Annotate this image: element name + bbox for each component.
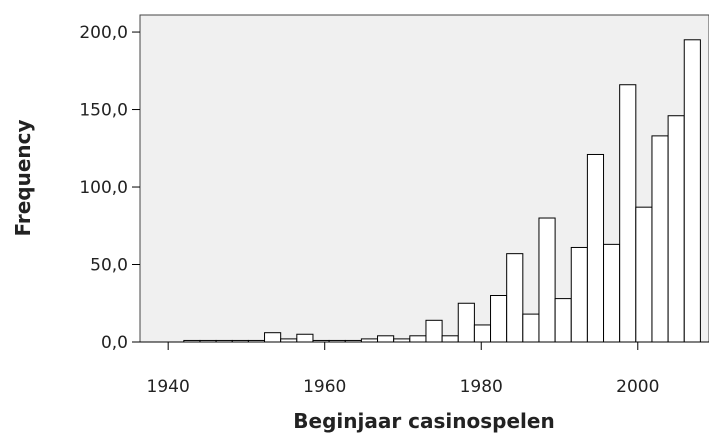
bar xyxy=(264,332,282,343)
x-axis-label: Beginjaar casinospelen xyxy=(293,409,554,433)
bar xyxy=(570,246,588,343)
bar xyxy=(619,84,637,343)
y-tick-label: 50,0 xyxy=(90,256,128,276)
bar xyxy=(667,115,685,343)
bar xyxy=(522,313,540,343)
bar xyxy=(490,295,508,343)
bar xyxy=(635,206,653,343)
bar xyxy=(538,217,556,343)
y-axis-label: Frequency xyxy=(11,119,35,236)
y-tick-label: 0,0 xyxy=(101,333,128,353)
y-tick-label: 200,0 xyxy=(79,23,128,43)
y-tick-label: 150,0 xyxy=(79,101,128,121)
x-tick-label: 1980 xyxy=(460,377,503,397)
bar xyxy=(554,298,572,343)
bar xyxy=(651,135,669,343)
bar xyxy=(683,39,701,343)
bar xyxy=(473,324,492,343)
bar xyxy=(586,153,605,343)
bar xyxy=(296,333,314,343)
bar xyxy=(409,335,427,343)
bar xyxy=(377,335,395,343)
bar xyxy=(603,243,621,343)
bar xyxy=(441,335,459,343)
bar xyxy=(457,302,475,343)
y-tick-label: 100,0 xyxy=(79,178,128,198)
x-tick-label: 1960 xyxy=(303,377,346,397)
x-tick-label: 1940 xyxy=(147,377,190,397)
bar xyxy=(425,319,443,343)
bar xyxy=(506,253,524,343)
x-tick-label: 2000 xyxy=(616,377,659,397)
